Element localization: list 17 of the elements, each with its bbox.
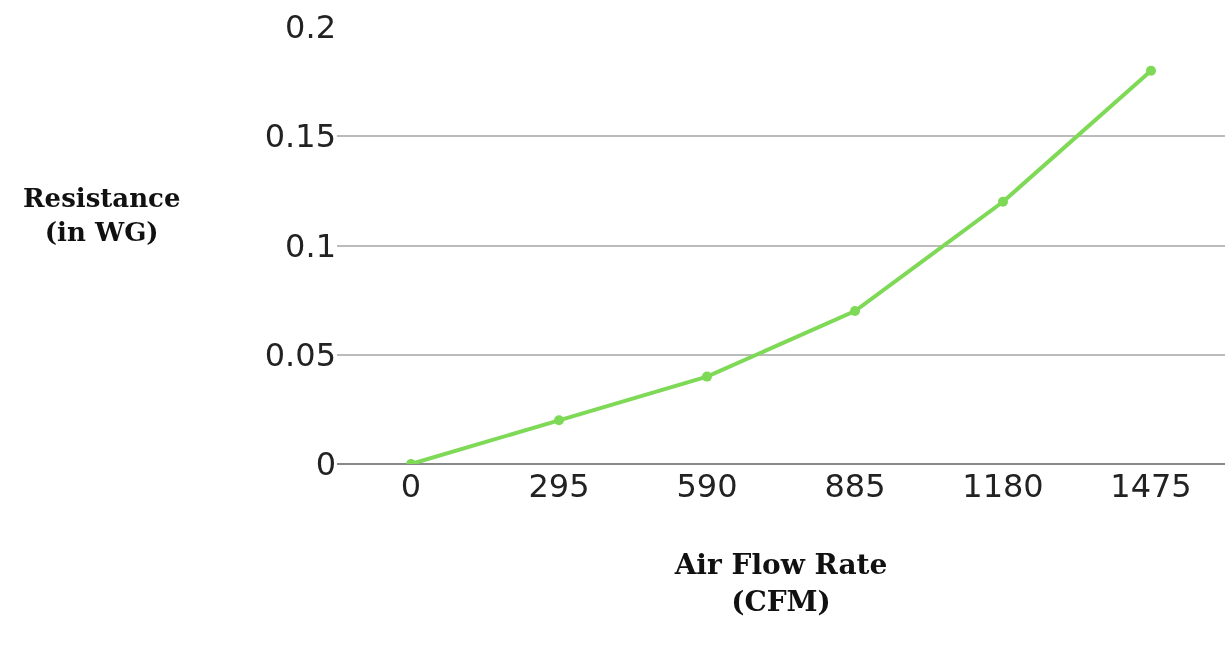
point xyxy=(1146,65,1156,76)
point xyxy=(702,371,712,382)
x-axis-title: Air Flow Rate (CFM) xyxy=(673,548,888,618)
point xyxy=(998,196,1008,207)
y-tick-label: 0.2 xyxy=(285,8,336,47)
y-axis-title: Resistance (in WG) xyxy=(23,183,181,247)
x-tick-label: 885 xyxy=(824,467,886,505)
y-tick-label: 0.1 xyxy=(285,226,336,265)
y-tick-label: 0.15 xyxy=(264,117,336,156)
x-tick-label: 590 xyxy=(676,467,738,505)
x-tick-label: 1180 xyxy=(962,467,1044,505)
x-tick-label: 295 xyxy=(528,467,590,505)
point xyxy=(554,415,564,426)
y-tick-label: 0.05 xyxy=(264,335,336,374)
x-tick-label: 0 xyxy=(400,467,422,505)
point xyxy=(850,306,860,317)
x-tick-label: 1475 xyxy=(1110,467,1192,505)
